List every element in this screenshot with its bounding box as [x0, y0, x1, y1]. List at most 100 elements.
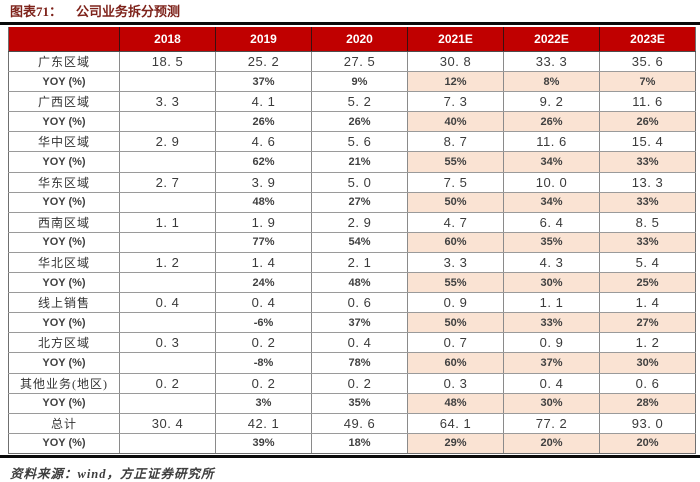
- cell: 4. 1: [215, 91, 312, 113]
- cell: 25%: [599, 272, 696, 294]
- cell: 55%: [407, 151, 504, 173]
- cell: 0. 3: [407, 373, 504, 394]
- cell: [119, 232, 216, 253]
- cell: 8. 5: [599, 212, 696, 233]
- cell: 1. 2: [119, 252, 216, 274]
- column-header: 2023E: [599, 27, 696, 52]
- cell: 4. 7: [407, 212, 504, 233]
- cell: 2. 9: [311, 212, 408, 233]
- cell: 55%: [407, 272, 504, 294]
- cell: 5. 6: [311, 131, 408, 153]
- cell: 37%: [215, 71, 312, 93]
- cell: [119, 111, 216, 133]
- cell: [119, 151, 216, 173]
- cell: 37%: [311, 312, 408, 334]
- column-header: 2019: [215, 27, 312, 52]
- region-row: 华东区域 2. 7 3. 9 5. 0 7. 5 10. 0 13. 3: [8, 172, 696, 193]
- cell: 26%: [503, 111, 600, 133]
- cell: 0. 4: [215, 292, 312, 314]
- cell: 1. 4: [215, 252, 312, 274]
- region-row: 线上销售 0. 4 0. 4 0. 6 0. 9 1. 1 1. 4: [8, 292, 696, 314]
- column-header: 2020: [311, 27, 408, 52]
- cell: 27%: [311, 192, 408, 213]
- yoy-row: YOY (%) 3% 35% 48% 30% 28%: [8, 393, 696, 414]
- cell: 48%: [215, 192, 312, 213]
- cell: 27. 5: [311, 51, 408, 73]
- yoy-row: YOY (%) -8% 78% 60% 37% 30%: [8, 352, 696, 374]
- cell: [119, 393, 216, 414]
- cell: 0. 4: [503, 373, 600, 394]
- figure-title: 图表71： 公司业务拆分预测: [0, 0, 700, 22]
- cell: 0. 6: [599, 373, 696, 394]
- bottom-rule: [0, 454, 700, 458]
- cell: [119, 192, 216, 213]
- row-label: YOY (%): [8, 71, 120, 93]
- table-header: 2018 2019 2020 2021E 2022E 2023E: [8, 27, 696, 52]
- cell: 1. 1: [503, 292, 600, 314]
- cell: 33%: [503, 312, 600, 334]
- cell: 60%: [407, 232, 504, 253]
- cell: 3. 3: [407, 252, 504, 274]
- row-label: YOY (%): [8, 272, 120, 294]
- row-label: 广东区域: [8, 51, 120, 73]
- region-row: 西南区域 1. 1 1. 9 2. 9 4. 7 6. 4 8. 5: [8, 212, 696, 233]
- cell: 1. 1: [119, 212, 216, 233]
- cell: 27%: [599, 312, 696, 334]
- yoy-row: YOY (%) 62% 21% 55% 34% 33%: [8, 151, 696, 173]
- cell: 30%: [599, 352, 696, 374]
- row-label: YOY (%): [8, 312, 120, 334]
- cell: 50%: [407, 312, 504, 334]
- row-label: YOY (%): [8, 151, 120, 173]
- cell: 4. 6: [215, 131, 312, 153]
- region-row: 华北区域 1. 2 1. 4 2. 1 3. 3 4. 3 5. 4: [8, 252, 696, 274]
- column-header: [8, 27, 120, 52]
- cell: 0. 4: [311, 332, 408, 354]
- cell: 62%: [215, 151, 312, 173]
- cell: -6%: [215, 312, 312, 334]
- cell: 48%: [311, 272, 408, 294]
- column-header: 2022E: [503, 27, 600, 52]
- cell: 49. 6: [311, 413, 408, 434]
- cell: 3%: [215, 393, 312, 414]
- table-body: 广东区域 18. 5 25. 2 27. 5 30. 8 33. 3 35. 6 YOY (%…: [8, 51, 696, 454]
- cell: 48%: [407, 393, 504, 414]
- cell: 18%: [311, 433, 408, 454]
- cell: 24%: [215, 272, 312, 294]
- cell: 77. 2: [503, 413, 600, 434]
- cell: 33%: [599, 151, 696, 173]
- cell: 0. 6: [311, 292, 408, 314]
- cell: 21%: [311, 151, 408, 173]
- cell: [119, 312, 216, 334]
- cell: 25. 2: [215, 51, 312, 73]
- cell: 4. 3: [503, 252, 600, 274]
- yoy-row: YOY (%) 48% 27% 50% 34% 33%: [8, 192, 696, 213]
- cell: 35%: [311, 393, 408, 414]
- cell: 30. 4: [119, 413, 216, 434]
- cell: 18. 5: [119, 51, 216, 73]
- cell: 26%: [599, 111, 696, 133]
- cell: 20%: [503, 433, 600, 454]
- cell: 8%: [503, 71, 600, 93]
- cell: 7%: [599, 71, 696, 93]
- region-row: 总计 30. 4 42. 1 49. 6 64. 1 77. 2 93. 0: [8, 413, 696, 434]
- cell: 30%: [503, 272, 600, 294]
- cell: 33%: [599, 232, 696, 253]
- yoy-row: YOY (%) -6% 37% 50% 33% 27%: [8, 312, 696, 334]
- yoy-row: YOY (%) 24% 48% 55% 30% 25%: [8, 272, 696, 294]
- yoy-row: YOY (%) 26% 26% 40% 26% 26%: [8, 111, 696, 133]
- cell: 13. 3: [599, 172, 696, 193]
- cell: 2. 9: [119, 131, 216, 153]
- row-label: YOY (%): [8, 192, 120, 213]
- row-label: YOY (%): [8, 232, 120, 253]
- row-label: 华东区域: [8, 172, 120, 193]
- cell: 11. 6: [503, 131, 600, 153]
- cell: 11. 6: [599, 91, 696, 113]
- top-rule: [0, 22, 700, 25]
- row-label: 北方区域: [8, 332, 120, 354]
- cell: 29%: [407, 433, 504, 454]
- cell: 28%: [599, 393, 696, 414]
- cell: [119, 352, 216, 374]
- cell: 7. 5: [407, 172, 504, 193]
- figure-number-label: 图表71：: [10, 4, 63, 19]
- cell: [119, 272, 216, 294]
